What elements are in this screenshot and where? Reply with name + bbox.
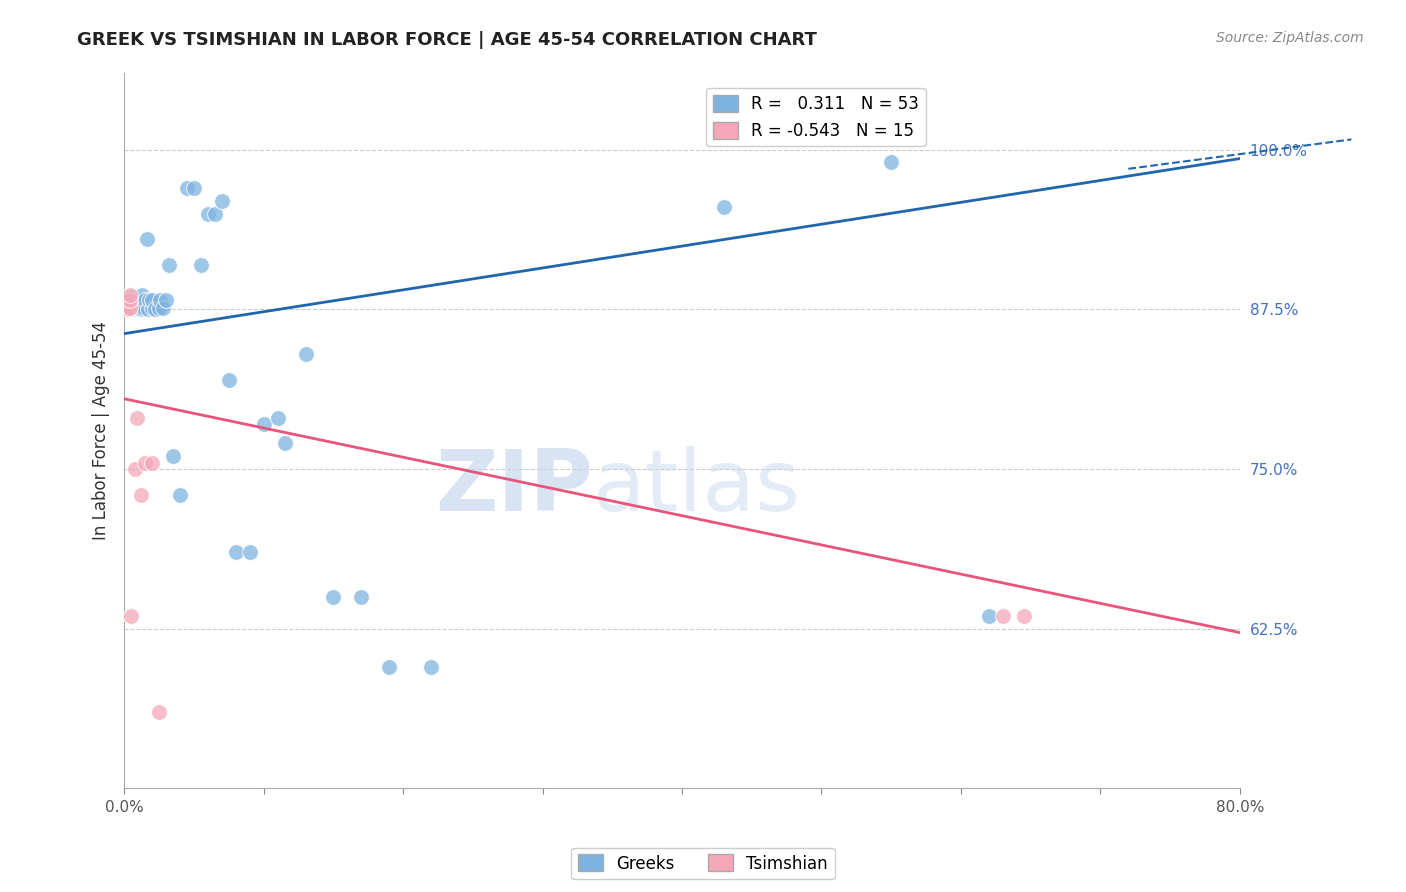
Point xyxy=(266,411,288,425)
Point xyxy=(977,609,1000,624)
Point xyxy=(117,302,139,317)
Point xyxy=(294,347,316,361)
Point xyxy=(128,302,150,317)
Point xyxy=(141,301,163,315)
Point xyxy=(118,293,141,308)
Point xyxy=(122,293,145,308)
Point xyxy=(135,232,157,246)
Point xyxy=(141,293,163,308)
Point xyxy=(157,258,180,272)
Point xyxy=(143,302,166,317)
Text: GREEK VS TSIMSHIAN IN LABOR FORCE | AGE 45-54 CORRELATION CHART: GREEK VS TSIMSHIAN IN LABOR FORCE | AGE … xyxy=(77,31,817,49)
Point xyxy=(127,301,149,315)
Text: Source: ZipAtlas.com: Source: ZipAtlas.com xyxy=(1216,31,1364,45)
Point xyxy=(141,456,163,470)
Point xyxy=(350,590,373,604)
Point xyxy=(122,302,145,317)
Point xyxy=(125,302,148,317)
Point xyxy=(253,417,276,432)
Point xyxy=(120,289,142,303)
Point xyxy=(115,302,138,317)
Point xyxy=(127,293,149,308)
Point xyxy=(131,293,153,308)
Point xyxy=(880,155,903,169)
Point xyxy=(132,301,155,315)
Legend: R =   0.311   N = 53, R = -0.543   N = 15: R = 0.311 N = 53, R = -0.543 N = 15 xyxy=(706,88,925,146)
Point xyxy=(129,301,152,315)
Point xyxy=(183,181,205,195)
Text: ZIP: ZIP xyxy=(434,447,593,530)
Point xyxy=(138,293,160,308)
Point xyxy=(136,302,159,317)
Point xyxy=(420,660,443,674)
Point xyxy=(148,705,170,719)
Text: atlas: atlas xyxy=(593,447,801,530)
Point xyxy=(169,487,191,501)
Point xyxy=(124,293,146,308)
Point xyxy=(162,450,184,464)
Point xyxy=(129,293,152,308)
Legend: Greeks, Tsimshian: Greeks, Tsimshian xyxy=(571,847,835,880)
Point xyxy=(129,487,152,501)
Point xyxy=(120,302,142,317)
Point xyxy=(148,301,170,315)
Point xyxy=(176,181,198,195)
Point xyxy=(211,194,233,208)
Point xyxy=(124,301,146,315)
Point xyxy=(120,296,142,310)
Point xyxy=(117,293,139,308)
Point xyxy=(120,609,142,624)
Point xyxy=(378,660,401,674)
Point xyxy=(204,206,226,220)
Point xyxy=(155,293,177,308)
Point xyxy=(273,436,295,450)
Point xyxy=(239,545,262,559)
Point xyxy=(190,258,212,272)
Point xyxy=(713,200,735,214)
Point xyxy=(149,293,172,308)
Point xyxy=(218,373,240,387)
Point xyxy=(131,288,153,302)
Point xyxy=(125,293,148,308)
Point xyxy=(134,293,156,308)
Point xyxy=(134,456,156,470)
Point xyxy=(322,590,344,604)
Point xyxy=(128,293,150,308)
Point xyxy=(118,301,141,315)
Point xyxy=(1012,609,1035,624)
Point xyxy=(197,206,219,220)
Point xyxy=(125,411,148,425)
Point xyxy=(152,301,174,315)
Point xyxy=(124,462,146,476)
Point xyxy=(131,302,153,317)
Y-axis label: In Labor Force | Age 45-54: In Labor Force | Age 45-54 xyxy=(93,321,110,541)
Point xyxy=(118,288,141,302)
Point xyxy=(991,609,1014,624)
Point xyxy=(225,545,247,559)
